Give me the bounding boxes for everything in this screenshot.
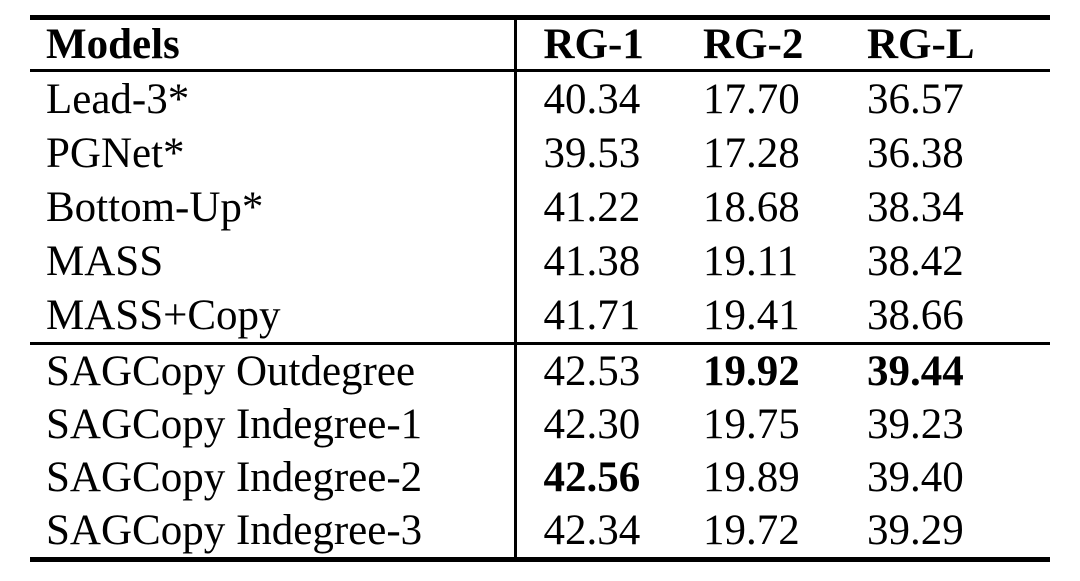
model-name-cell: SAGCopy Indegree-3 [30,504,517,560]
header-row: Models RG-1 RG-2 RG-L [30,17,1050,72]
rg2-score-cell: 19.75 [703,401,800,448]
rg1-score-cell: 42.53 [543,348,641,395]
model-name-cell: SAGCopy Outdegree [30,343,517,398]
rg1-score-cell: 42.56 [543,454,641,501]
rg2-score-cell: 19.11 [703,237,799,285]
table-row: MASS 41.38 19.11 38.42 [30,234,1050,288]
table-row: SAGCopy Indegree-1 42.30 19.75 39.23 [30,398,1050,451]
model-name-cell: MASS [30,234,517,288]
rg2-score-cell: 17.28 [703,129,800,177]
rg1-score-cell: 41.71 [515,288,676,345]
rgl-score-cell: 36.57 [867,75,964,123]
rg2-score-cell: 19.72 [703,507,800,554]
rgl-score-cell: 38.66 [840,288,1050,345]
rg1-score-cell: 42.30 [543,401,641,448]
model-name-cell: SAGCopy Indegree-2 [30,451,517,504]
rg2-score-cell: 19.92 [703,348,800,395]
rg1-score-cell: 42.34 [543,507,641,554]
rg1-score-cell: 41.38 [543,237,641,285]
table-row: SAGCopy Outdegree 42.53 19.92 39.44 [30,343,1050,398]
rg1-score-cell: 41.22 [543,183,641,231]
rg1-score-cell: 39.53 [543,129,641,177]
table-row: MASS+Copy 41.71 19.41 38.66 [30,288,1050,345]
table-header: Models RG-1 RG-2 RG-L [30,17,1050,72]
rg2-score-cell: 18.68 [703,183,800,231]
rg2-score-cell: 17.70 [703,75,800,123]
results-table: Models RG-1 RG-2 RG-L Lead-3* 40.34 17.70 3… [30,15,1050,562]
rgl-score-cell: 39.40 [867,454,964,501]
column-header-models: Models [30,17,517,72]
rgl-score-cell: 39.44 [867,348,964,395]
rgl-score-cell: 38.42 [867,237,964,285]
column-header-rg1: RG-1 [515,17,676,72]
model-name-cell: Lead-3* [30,70,517,126]
model-name-cell: PGNet* [30,126,517,180]
table-group-baselines: Lead-3* 40.34 17.70 36.57 PGNet* 39.53 17.28 36… [30,70,1050,345]
rgl-score-cell: 38.34 [867,183,964,231]
model-name-cell: SAGCopy Indegree-1 [30,398,517,451]
column-header-rgl: RG-L [840,17,1050,72]
table-row: Bottom-Up* 41.22 18.68 38.34 [30,180,1050,234]
table-row: Lead-3* 40.34 17.70 36.57 [30,70,1050,126]
rg2-score-cell: 19.89 [703,454,800,501]
rg2-score-cell: 19.41 [676,288,840,345]
table-group-sagcopy: SAGCopy Outdegree 42.53 19.92 39.44 SAGCopy … [30,343,1050,560]
rgl-score-cell: 39.23 [867,401,964,448]
column-header-rg2: RG-2 [676,17,840,72]
rgl-score-cell: 36.38 [867,129,964,177]
model-name-cell: MASS+Copy [30,288,517,345]
table-row: SAGCopy Indegree-2 42.56 19.89 39.40 [30,451,1050,504]
table-row: PGNet* 39.53 17.28 36.38 [30,126,1050,180]
rg1-score-cell: 40.34 [543,75,641,123]
table-row: SAGCopy Indegree-3 42.34 19.72 39.29 [30,504,1050,560]
model-name-cell: Bottom-Up* [30,180,517,234]
rgl-score-cell: 39.29 [867,507,964,554]
